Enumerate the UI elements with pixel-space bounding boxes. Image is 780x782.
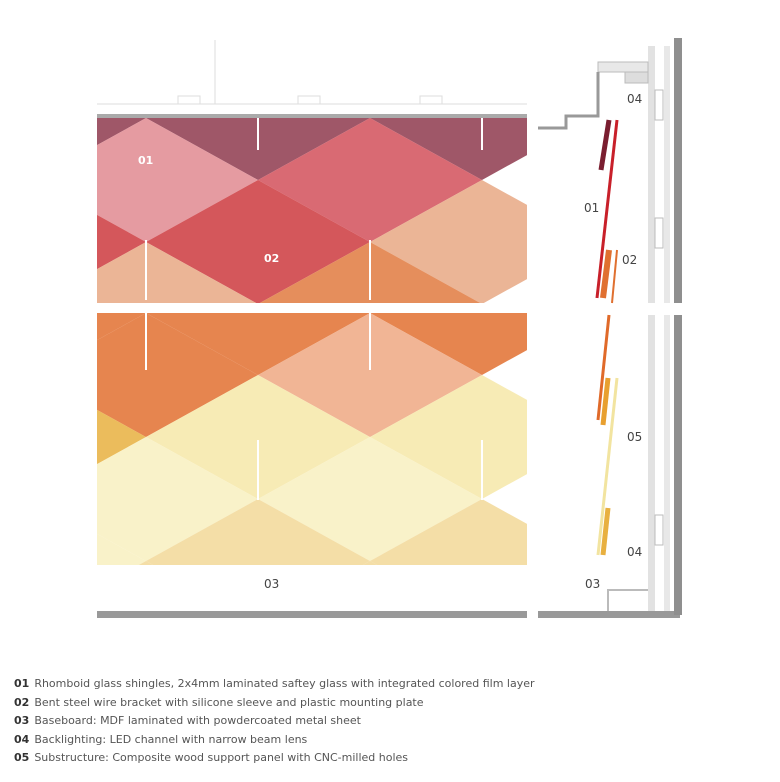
glass-shingle	[362, 561, 378, 565]
section-label-bracket: 02	[622, 253, 638, 267]
glass-shingle	[97, 437, 258, 561]
wall-upper	[674, 38, 682, 303]
label-shingles: 01	[138, 154, 154, 167]
glass-shingle	[0, 189, 34, 313]
glass-shingle	[97, 533, 146, 565]
section-label-substructure: 05	[627, 430, 643, 444]
led-channel-top	[538, 72, 600, 130]
glass-shingle	[0, 313, 34, 437]
glass-shingle	[97, 214, 146, 270]
legend-item: 02 Bent steel wire bracket with silicone …	[14, 695, 424, 709]
bracket-lines	[145, 118, 483, 500]
glass-shingle	[146, 313, 370, 375]
glass-shingle	[370, 499, 527, 565]
glass-shingle	[370, 375, 527, 499]
glass-shingle	[370, 180, 527, 303]
legend-item: 05 Substructure: Composite wood support p…	[14, 751, 409, 764]
wall-lower	[674, 315, 682, 615]
glass-shingle	[0, 0, 34, 118]
glass-shingle	[34, 0, 258, 118]
glass-shingle	[370, 313, 527, 375]
legend-item: 01 Rhomboid glass shingles, 2x4mm laminat…	[14, 677, 535, 690]
glass-shingle	[0, 242, 34, 366]
section-label-backlight-bottom: 04	[627, 545, 643, 559]
section-label-backlight-top: 04	[627, 92, 643, 106]
glass-shingle	[146, 180, 370, 303]
glass-shingle	[97, 118, 258, 242]
legend: 01 Rhomboid glass shingles, 2x4mm laminat…	[14, 675, 535, 768]
section-label-baseboard: 03	[585, 577, 601, 591]
legend-item: 04 Backlighting: LED channel with narrow …	[14, 732, 308, 746]
section-label-shingles: 01	[584, 201, 600, 215]
glass-shingle	[97, 242, 257, 303]
baseboard-section	[538, 611, 680, 618]
bracket-section-02	[600, 249, 612, 299]
glass-shingle	[146, 499, 370, 565]
glass-shingle	[97, 409, 146, 465]
glass-shingle	[0, 118, 34, 242]
label-baseboard: 03	[264, 577, 280, 591]
glass-shingle	[0, 561, 34, 685]
baseboard-elevation	[97, 611, 527, 618]
glass-shingle	[258, 0, 482, 118]
support-panel-upper	[648, 46, 655, 303]
glass-shingle	[97, 313, 258, 437]
top-rail	[97, 114, 527, 118]
glass-shingle	[0, 437, 34, 561]
lower-shingle-panel	[0, 189, 527, 685]
glass-shingle	[138, 561, 154, 565]
section-view	[538, 38, 682, 618]
glass-shingle	[370, 118, 527, 180]
upper-shingle-panel	[0, 0, 527, 366]
legend-item: 03 Baseboard: MDF laminated with powderco…	[14, 714, 361, 727]
support-panel-lower	[648, 315, 655, 611]
ceiling-outline	[97, 40, 527, 105]
label-bracket: 02	[264, 252, 280, 265]
shingle-section-01	[595, 119, 619, 299]
